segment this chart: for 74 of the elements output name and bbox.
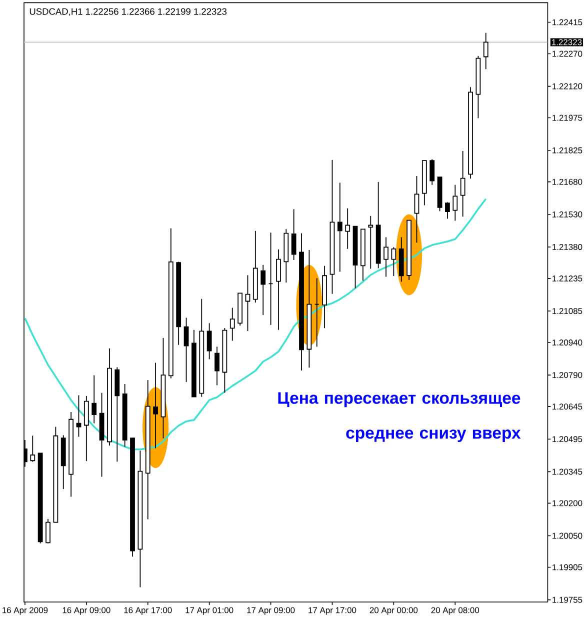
candlestick xyxy=(445,202,450,220)
y-tick-label: 1.21975 xyxy=(552,114,582,121)
candlestick xyxy=(145,380,150,520)
candlestick xyxy=(414,176,420,244)
y-tick-label: 1.20645 xyxy=(552,404,582,410)
candlestick xyxy=(376,182,381,269)
candlestick xyxy=(160,338,166,439)
y-tick-label: 1.19905 xyxy=(552,564,582,570)
candlestick xyxy=(46,518,50,544)
candlestick xyxy=(92,374,97,424)
candlestick xyxy=(276,248,281,330)
x-tick-label: 17 Apr 09:00 xyxy=(247,607,295,615)
x-tick-label: 20 Apr 08:00 xyxy=(431,607,480,615)
y-tick-label: 1.21085 xyxy=(552,308,582,314)
candlestick xyxy=(184,317,189,382)
y-tick-label: 1.21380 xyxy=(552,244,582,250)
candlestick xyxy=(368,215,374,270)
candlestick xyxy=(483,32,488,70)
candlestick xyxy=(230,307,235,342)
candlestick xyxy=(345,208,350,250)
y-tick-label: 1.22415 xyxy=(552,19,582,26)
x-tick-label: 17 Apr 17:00 xyxy=(308,607,356,615)
y-tick-label: 1.21825 xyxy=(552,147,582,154)
y-tick-label: 1.20345 xyxy=(552,468,582,475)
candlestick xyxy=(322,265,327,329)
candlestick xyxy=(214,346,220,386)
y-tick-label: 1.20790 xyxy=(552,372,582,378)
candlestick xyxy=(391,246,396,277)
candlestick xyxy=(153,362,158,449)
candlestick xyxy=(291,208,296,260)
x-tick-label: 16 Apr 2009 xyxy=(2,607,48,615)
candlestick xyxy=(138,450,143,588)
candlestick xyxy=(260,264,266,316)
candlestick xyxy=(99,392,104,478)
candlestick xyxy=(206,322,212,360)
candlestick xyxy=(68,412,74,498)
candlestick xyxy=(398,236,404,282)
candlestick xyxy=(60,434,66,490)
candlestick xyxy=(222,328,228,394)
x-tick-label: 16 Apr 17:00 xyxy=(124,607,172,615)
x-tick-label: 16 Apr 09:00 xyxy=(62,607,110,615)
y-tick-label: 1.22270 xyxy=(552,50,582,57)
candlestick xyxy=(384,236,388,278)
ref-line-label: 1.22323 xyxy=(552,39,582,46)
candlestick xyxy=(460,150,466,218)
candlestick xyxy=(452,184,458,222)
y-tick-label: 1.21680 xyxy=(552,178,582,185)
candlestick xyxy=(430,158,435,186)
candlestick xyxy=(84,395,89,462)
candlestick xyxy=(114,366,120,462)
candlestick xyxy=(176,261,182,346)
text: USDCAD,H1 1.22256 1.22366 1.22199 1.22323 xyxy=(30,8,227,16)
y-tick-label: 1.19755 xyxy=(552,596,582,603)
text: Цена пересекает скользящее среднее снизу вверх xyxy=(278,392,521,442)
candlestick xyxy=(468,86,473,180)
candlestick xyxy=(107,348,112,446)
y-tick-label: 1.22120 xyxy=(552,83,582,90)
candlestick xyxy=(168,228,174,379)
candlestick xyxy=(306,250,312,368)
candlestick xyxy=(330,159,335,294)
y-tick-label: 1.20200 xyxy=(552,500,582,506)
x-tick-label: 17 Apr 01:00 xyxy=(186,607,234,615)
y-tick-label: 1.20495 xyxy=(552,436,582,442)
candlestick xyxy=(284,228,289,284)
x-tick-label: 20 Apr 00:00 xyxy=(370,607,418,615)
candlestick xyxy=(122,384,128,448)
y-tick-label: 1.20050 xyxy=(552,532,582,539)
y-tick-label: 1.20940 xyxy=(552,340,582,346)
candlestick xyxy=(199,298,204,398)
y-tick-label: 1.21530 xyxy=(552,211,582,218)
y-tick-label: 1.21235 xyxy=(552,275,582,282)
candlestick xyxy=(337,182,342,272)
candlestick xyxy=(299,232,304,371)
candlestick xyxy=(476,55,481,119)
